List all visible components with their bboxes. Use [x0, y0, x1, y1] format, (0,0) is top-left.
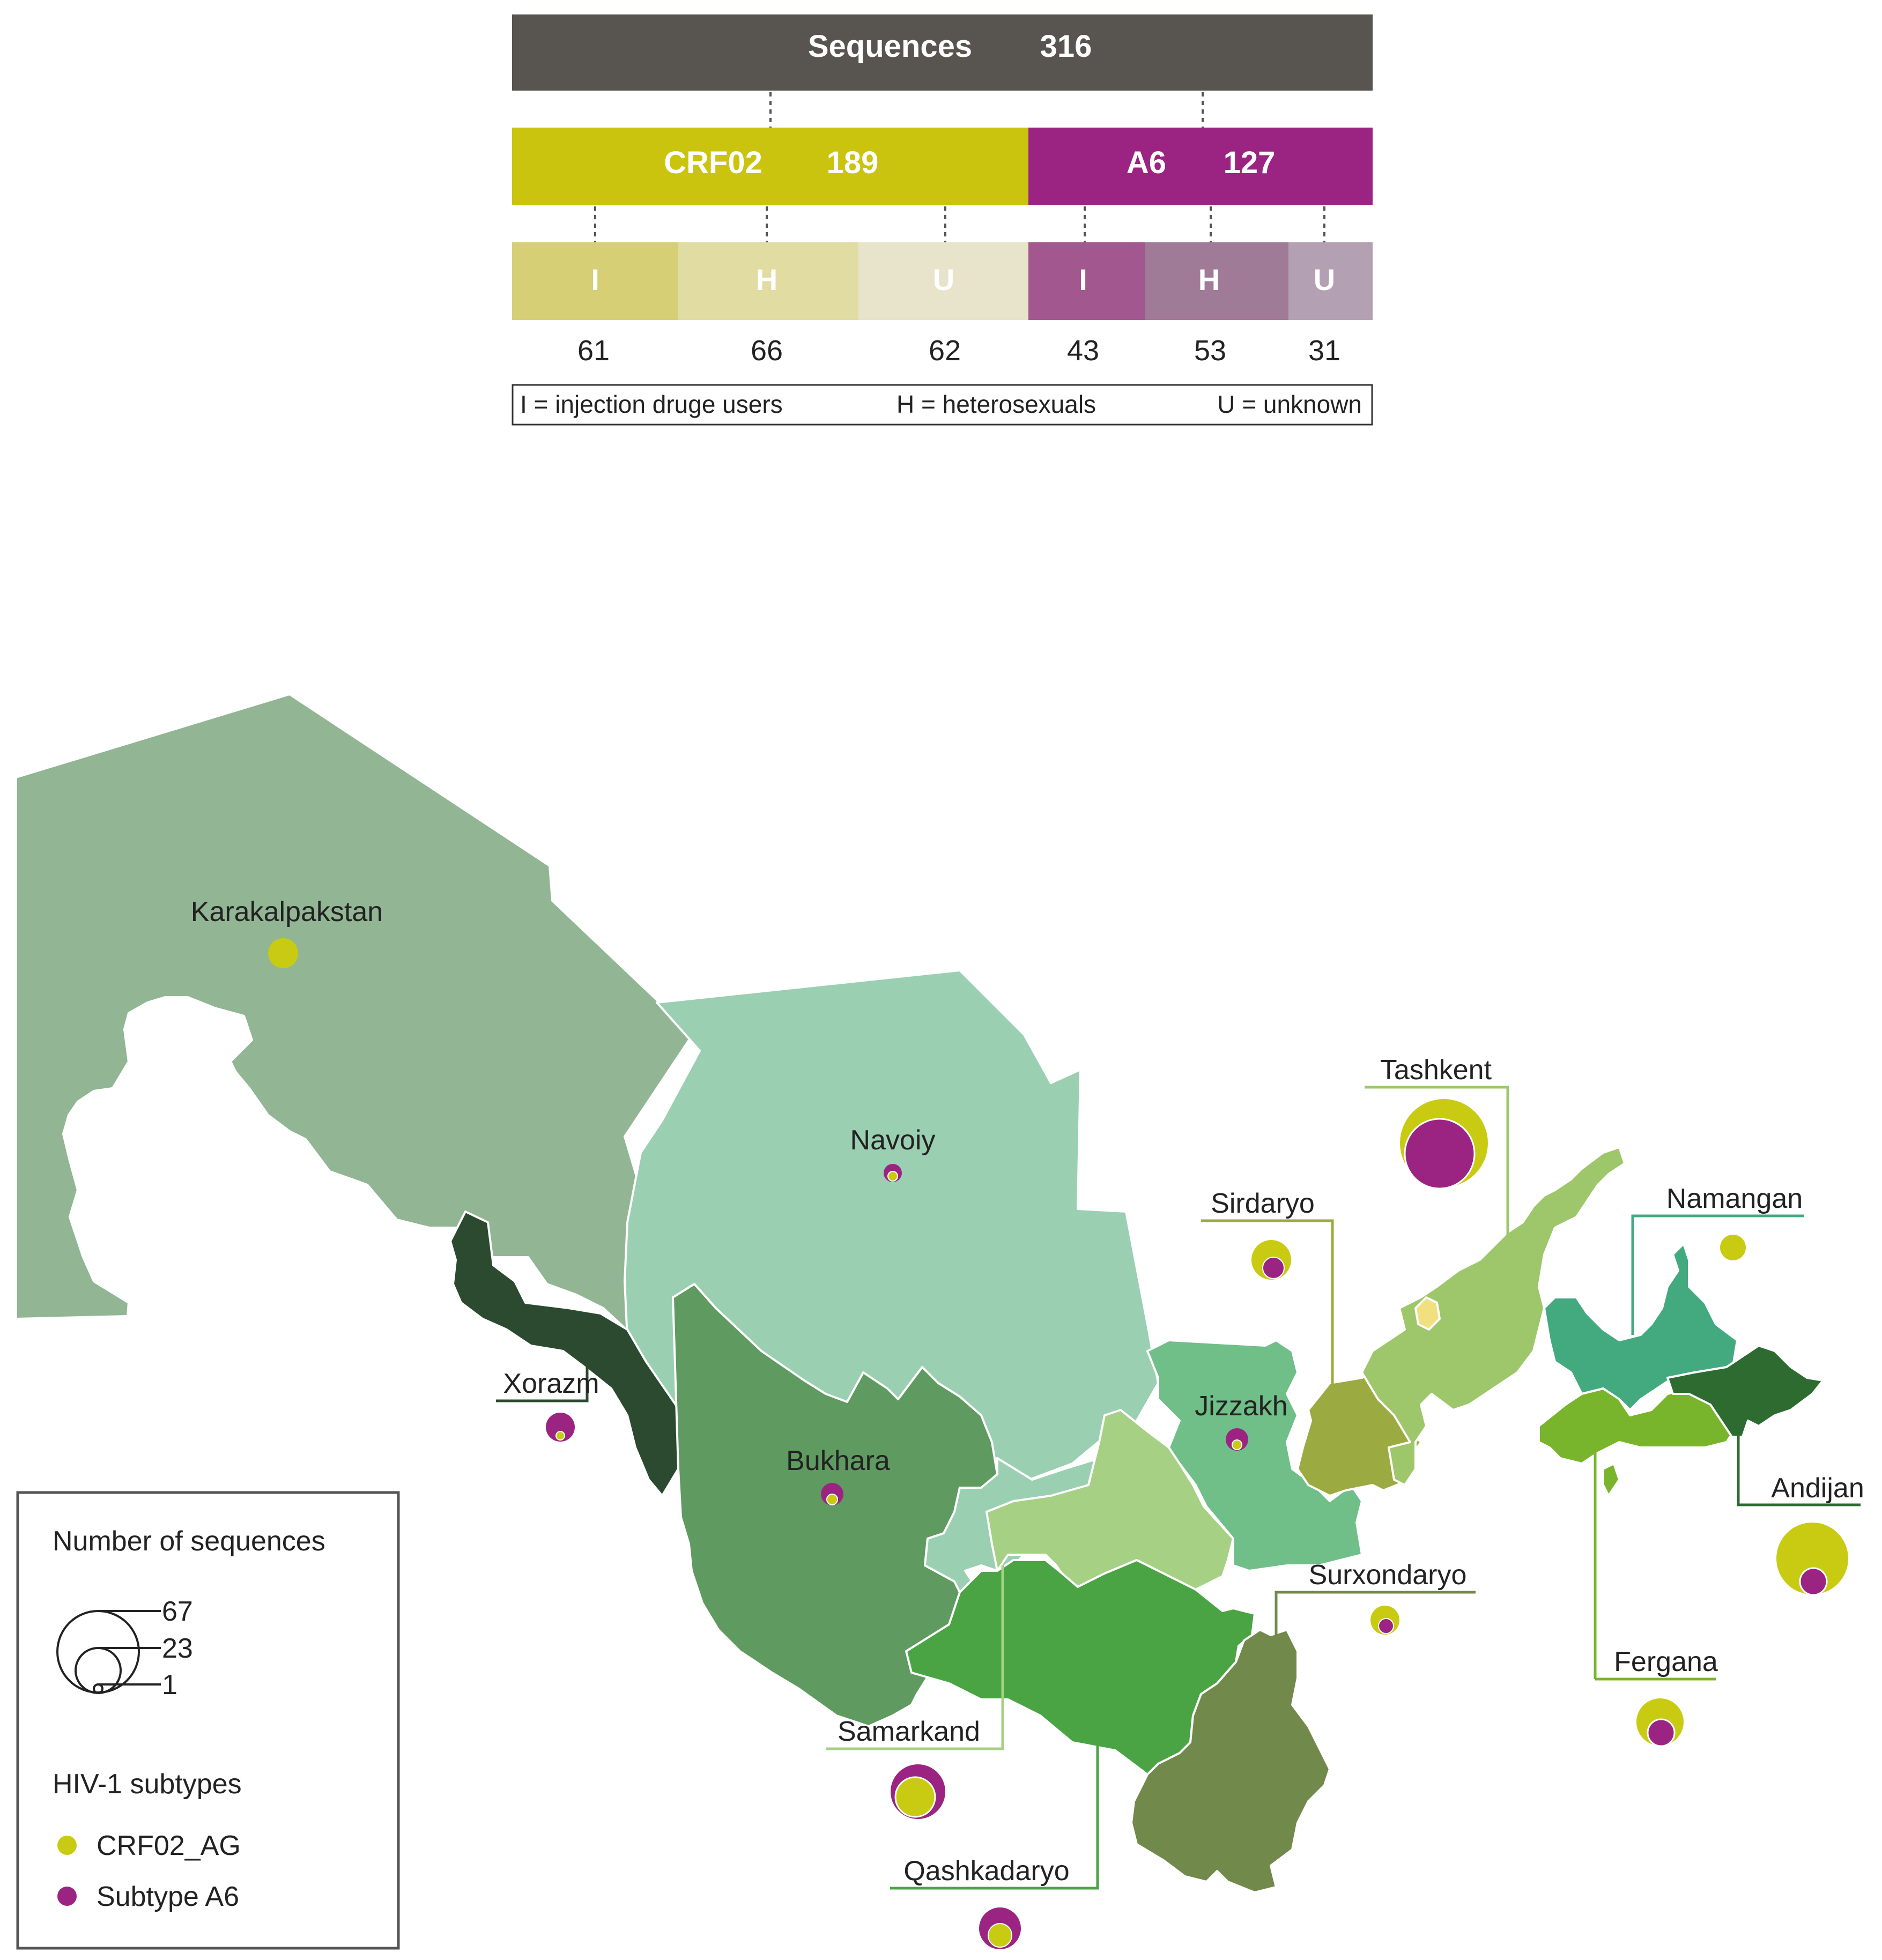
a6-bubble [1378, 1618, 1394, 1634]
leader-namangan [1631, 1214, 1804, 1335]
group-bar [1288, 242, 1373, 320]
label-sirdaryo: Sirdaryo [1211, 1188, 1315, 1219]
legend-box [16, 1491, 400, 1950]
size-value-23: 23 [162, 1633, 193, 1664]
a6-bubble [1404, 1118, 1476, 1190]
label-bukhara: Bukhara [786, 1445, 890, 1476]
sequence-tree: Sequences 316 CRF02 189 A6 127 I H U I [512, 14, 1373, 426]
size-scale [56, 1610, 161, 1694]
a6-bubble [546, 1413, 575, 1442]
label-namangan: Namangan [1666, 1183, 1803, 1214]
crf02-bubble [555, 1431, 565, 1441]
legend-size-title: Number of sequences [53, 1526, 325, 1557]
group-label: I [591, 263, 599, 296]
group-bar [678, 242, 858, 320]
legend-a6-label: Subtype A6 [97, 1881, 239, 1912]
crf02-bubble [268, 938, 298, 968]
subtype-label-a6: A6 [1127, 145, 1166, 180]
group-label: H [756, 263, 777, 296]
label-navoiy: Navoiy [850, 1125, 936, 1156]
leader-andijan [1737, 1426, 1861, 1506]
abbreviation-key-box [512, 384, 1373, 426]
legend-crf02-swatch [57, 1836, 77, 1855]
region-tashkent-city [1414, 1296, 1441, 1331]
key-injection: I = injection druge users [520, 390, 783, 418]
label-tashkent: Tashkent [1380, 1055, 1492, 1086]
leader-tashkent [1365, 1086, 1509, 1244]
region-andijan [1666, 1345, 1824, 1438]
root-bar [512, 14, 1373, 91]
label-karakalpakstan: Karakalpakstan [191, 896, 383, 927]
legend: Number of sequences 67 23 1 HIV-1 subtyp… [16, 1491, 400, 1950]
group-label: H [1198, 263, 1220, 296]
caspian-basin-notch [62, 996, 430, 1317]
legend-a6-swatch [57, 1887, 77, 1906]
group-bar [512, 242, 678, 320]
label-samarkand: Samarkand [838, 1716, 980, 1747]
group-count: 43 [1067, 335, 1099, 367]
group-count: 53 [1194, 335, 1226, 367]
key-hetero: H = heterosexuals [896, 390, 1096, 418]
region-tashkent [1361, 1146, 1626, 1486]
group-bar [1028, 242, 1145, 320]
leader-surxondaryo [1275, 1591, 1476, 1640]
root-count: 316 [1040, 29, 1092, 64]
sequence-bubbles [268, 938, 1848, 1949]
region-labels: Karakalpakstan Navoiy Xorazm Bukhara Sam… [191, 896, 1864, 1887]
crf02-bubble [1232, 1439, 1242, 1450]
subtype-count-crf02: 189 [827, 145, 879, 180]
size-value-67: 67 [162, 1596, 193, 1627]
region-surxondaryo [1130, 1629, 1331, 1894]
region-samarkand [986, 1409, 1234, 1591]
legend-crf02-label: CRF02_AG [97, 1830, 241, 1861]
size-value-1: 1 [162, 1669, 177, 1701]
subtype-label-crf02: CRF02 [664, 145, 762, 180]
label-fergana: Fergana [1614, 1646, 1718, 1677]
label-jizzakh: Jizzakh [1195, 1391, 1287, 1422]
group-label: U [933, 263, 954, 296]
leader-samarkand [826, 1565, 1004, 1750]
group-bar [858, 242, 1028, 320]
group-count: 66 [751, 335, 783, 367]
group-label: U [1314, 263, 1335, 296]
leader-qashkadaryo [890, 1726, 1099, 1890]
subtype-bar-crf02 [512, 128, 1028, 205]
group-count: 31 [1308, 335, 1340, 367]
label-surxondaryo: Surxondaryo [1309, 1560, 1467, 1591]
label-andijan: Andijan [1771, 1473, 1864, 1504]
uzbekistan-map [15, 693, 1824, 1894]
region-fergana-exclave [1602, 1462, 1620, 1497]
subtype-bar-a6 [1028, 128, 1373, 205]
crf02-bubble [887, 1171, 898, 1182]
leader-xorazm [496, 1324, 589, 1402]
a6-bubble [1647, 1718, 1676, 1747]
key-unknown: U = unknown [1217, 390, 1362, 418]
crf02-bubble [894, 1776, 936, 1818]
crf02-bubble [826, 1494, 838, 1505]
crf02-bubble [1776, 1523, 1848, 1594]
region-xorazm [449, 1211, 693, 1497]
leader-sirdaryo [1201, 1219, 1334, 1415]
group-count: 62 [929, 335, 961, 367]
root-label: Sequences [808, 29, 972, 64]
a6-bubble [1262, 1257, 1285, 1279]
group-label: I [1079, 263, 1087, 296]
group-count: 61 [577, 335, 610, 367]
label-qashkadaryo: Qashkadaryo [903, 1855, 1069, 1887]
leader-lines [496, 1086, 1861, 1890]
subtype-count-a6: 127 [1224, 145, 1276, 180]
a6-bubble [1799, 1567, 1828, 1596]
legend-subtype-title: HIV-1 subtypes [53, 1769, 242, 1800]
label-xorazm: Xorazm [503, 1368, 599, 1399]
group-bar [1145, 242, 1288, 320]
crf02-bubble [1720, 1235, 1746, 1260]
crf02-bubble [988, 1923, 1012, 1948]
region-jizzakh [1146, 1339, 1363, 1572]
